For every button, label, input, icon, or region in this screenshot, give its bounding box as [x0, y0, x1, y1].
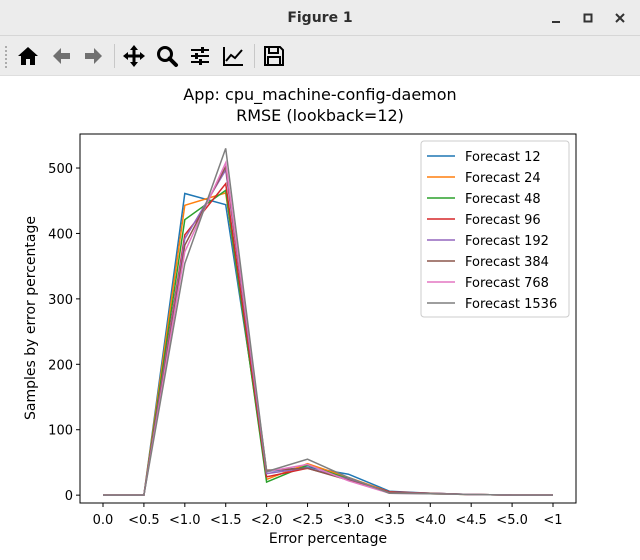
legend-label: Forecast 48: [465, 192, 541, 207]
plot-lines: [103, 148, 553, 496]
y-tick-label: 0: [65, 489, 73, 504]
legend-box: [420, 140, 570, 318]
y-tick-label: 200: [48, 358, 73, 373]
minimize-button[interactable]: [544, 6, 568, 30]
chart-subtitle: RMSE (lookback=12): [236, 106, 404, 125]
chart-title: App: cpu_machine-config-daemon: [183, 85, 456, 105]
toolbar-separator: [254, 44, 255, 68]
sliders-icon: [191, 47, 209, 65]
zoom-button[interactable]: [151, 40, 183, 72]
line-chart-icon: [223, 47, 243, 66]
floppy-disk-icon: [264, 46, 284, 66]
x-tick-label: 0.0: [93, 513, 114, 528]
move-icon: [123, 45, 145, 67]
title-bar[interactable]: Figure 1: [0, 0, 640, 36]
close-icon: [615, 13, 625, 23]
x-tick-label: <0.5: [128, 513, 160, 528]
y-axis-ticks: 0 100 200 300 400 500: [48, 162, 80, 504]
back-button[interactable]: [45, 40, 77, 72]
x-tick-label: <2.5: [292, 513, 324, 528]
forward-button[interactable]: [78, 40, 110, 72]
save-button[interactable]: [258, 40, 290, 72]
legend-label: Forecast 12: [465, 150, 541, 165]
legend-label: Forecast 384: [465, 255, 549, 270]
y-tick-label: 100: [48, 424, 73, 439]
arrow-right-icon: [85, 48, 102, 64]
y-axis-label: Samples by error percentage: [23, 216, 39, 420]
magnifier-icon: [157, 46, 178, 67]
axes-frame: [79, 133, 577, 504]
legend-label: Forecast 768: [465, 276, 549, 291]
legend: Forecast 12 Forecast 24 Forecast 48 Forecas…: [420, 140, 570, 318]
navigation-toolbar: [0, 36, 640, 76]
pan-button[interactable]: [118, 40, 150, 72]
toolbar-grip-icon[interactable]: [4, 44, 8, 68]
window-title: Figure 1: [287, 10, 353, 26]
x-tick-label: <1.5: [210, 513, 242, 528]
maximize-button[interactable]: [576, 6, 600, 30]
line-chart: App: cpu_machine-config-daemon RMSE (loo…: [23, 85, 577, 547]
x-tick-label: <4.0: [414, 513, 446, 528]
x-tick-label: <2.0: [251, 513, 283, 528]
arrow-left-icon: [53, 48, 70, 64]
x-tick-label: <1: [543, 513, 562, 528]
x-tick-label: <1.0: [169, 513, 201, 528]
series-line-8: [103, 148, 553, 496]
y-tick-label: 300: [48, 293, 73, 308]
legend-label: Forecast 1536: [465, 297, 557, 312]
legend-label: Forecast 192: [465, 234, 549, 249]
close-button[interactable]: [608, 6, 632, 30]
y-tick-label: 500: [48, 162, 73, 177]
x-axis-label: Error percentage: [269, 531, 387, 547]
x-tick-label: <5.0: [496, 513, 528, 528]
y-tick-label: 400: [48, 227, 73, 242]
figure-canvas[interactable]: App: cpu_machine-config-daemon RMSE (loo…: [0, 76, 640, 556]
x-tick-label: <3.0: [333, 513, 365, 528]
legend-label: Forecast 24: [465, 171, 541, 186]
maximize-icon: [583, 13, 593, 23]
x-tick-label: <4.5: [455, 513, 487, 528]
home-button[interactable]: [12, 40, 44, 72]
edit-axis-button[interactable]: [217, 40, 249, 72]
x-axis-ticks: 0.0 <0.5 <1.0 <1.5 <2.0 <2.5 <3.0 <3.5 <4.0 <4.5 <…: [93, 503, 563, 528]
configure-subplots-button[interactable]: [184, 40, 216, 72]
x-tick-label: <3.5: [374, 513, 406, 528]
toolbar-separator: [114, 44, 115, 68]
legend-label: Forecast 96: [465, 213, 541, 228]
minimize-icon: [552, 21, 560, 23]
home-icon: [18, 47, 38, 65]
